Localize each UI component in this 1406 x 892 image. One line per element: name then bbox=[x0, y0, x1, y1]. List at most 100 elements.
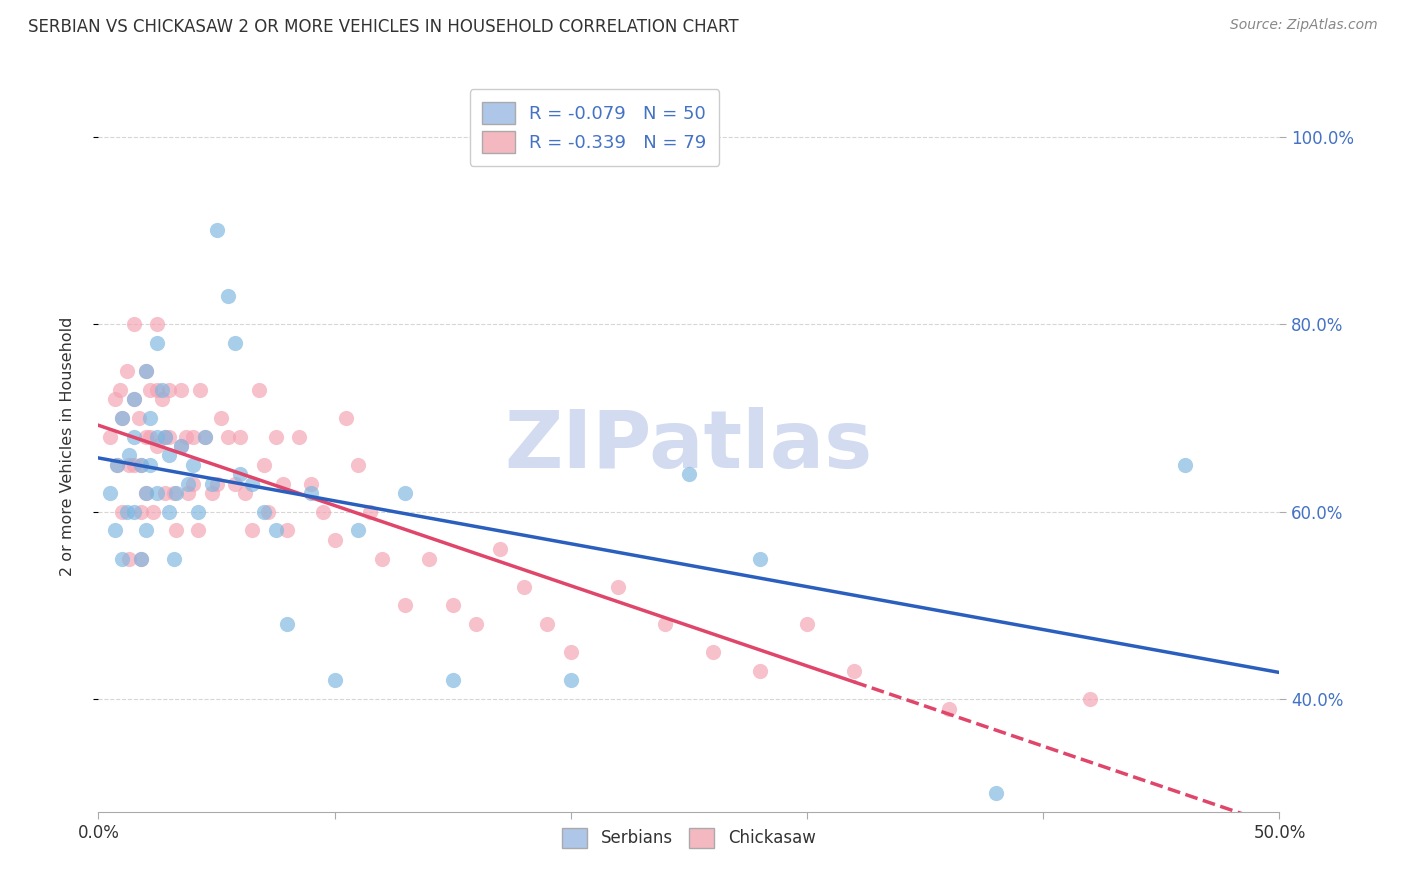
Point bbox=[118, 551, 141, 566]
Point bbox=[347, 524, 370, 538]
Point bbox=[276, 524, 298, 538]
Point bbox=[748, 664, 770, 678]
Point bbox=[139, 410, 162, 425]
Point bbox=[844, 664, 866, 678]
Point bbox=[288, 429, 311, 443]
Point bbox=[98, 486, 121, 500]
Point bbox=[512, 580, 534, 594]
Point bbox=[129, 458, 152, 472]
Point bbox=[146, 317, 169, 331]
Point bbox=[146, 383, 169, 397]
Point bbox=[111, 410, 134, 425]
Point bbox=[165, 486, 187, 500]
Point bbox=[115, 505, 138, 519]
Point bbox=[115, 364, 138, 378]
Point bbox=[111, 410, 134, 425]
Point bbox=[163, 551, 186, 566]
Point bbox=[1174, 458, 1197, 472]
Point bbox=[122, 429, 145, 443]
Point bbox=[157, 505, 180, 519]
Point bbox=[98, 429, 121, 443]
Point bbox=[122, 505, 145, 519]
Point bbox=[135, 486, 157, 500]
Point bbox=[129, 551, 152, 566]
Point bbox=[323, 533, 346, 547]
Point bbox=[264, 524, 287, 538]
Point bbox=[177, 486, 200, 500]
Point bbox=[165, 524, 187, 538]
Point bbox=[153, 429, 176, 443]
Point bbox=[253, 458, 276, 472]
Point bbox=[264, 429, 287, 443]
Point bbox=[135, 364, 157, 378]
Point bbox=[187, 505, 209, 519]
Point bbox=[163, 486, 186, 500]
Point bbox=[135, 486, 157, 500]
Point bbox=[153, 486, 176, 500]
Point bbox=[135, 524, 157, 538]
Point bbox=[205, 476, 228, 491]
Point bbox=[229, 467, 252, 482]
Point bbox=[299, 476, 322, 491]
Point bbox=[394, 599, 416, 613]
Point bbox=[181, 458, 204, 472]
Point bbox=[702, 645, 724, 659]
Point bbox=[139, 458, 162, 472]
Point bbox=[105, 458, 128, 472]
Point bbox=[104, 392, 127, 406]
Point bbox=[111, 505, 134, 519]
Point bbox=[201, 476, 224, 491]
Point bbox=[271, 476, 294, 491]
Point bbox=[209, 410, 232, 425]
Point bbox=[229, 429, 252, 443]
Point bbox=[157, 429, 180, 443]
Text: ZIPatlas: ZIPatlas bbox=[505, 407, 873, 485]
Point bbox=[678, 467, 700, 482]
Point bbox=[224, 476, 246, 491]
Point bbox=[142, 505, 165, 519]
Point bbox=[312, 505, 335, 519]
Point bbox=[146, 335, 169, 350]
Point bbox=[105, 458, 128, 472]
Point bbox=[135, 364, 157, 378]
Point bbox=[335, 410, 357, 425]
Point bbox=[201, 486, 224, 500]
Point bbox=[257, 505, 280, 519]
Point bbox=[118, 449, 141, 463]
Point bbox=[128, 410, 150, 425]
Point bbox=[394, 486, 416, 500]
Point bbox=[187, 524, 209, 538]
Point bbox=[796, 617, 818, 632]
Point bbox=[146, 486, 169, 500]
Legend: Serbians, Chickasaw: Serbians, Chickasaw bbox=[555, 821, 823, 855]
Point bbox=[118, 458, 141, 472]
Point bbox=[108, 383, 131, 397]
Text: Source: ZipAtlas.com: Source: ZipAtlas.com bbox=[1230, 18, 1378, 32]
Point bbox=[104, 524, 127, 538]
Point bbox=[150, 383, 173, 397]
Point bbox=[276, 617, 298, 632]
Point bbox=[194, 429, 217, 443]
Point bbox=[205, 223, 228, 237]
Point bbox=[188, 383, 211, 397]
Point bbox=[607, 580, 630, 594]
Point bbox=[938, 701, 960, 715]
Point bbox=[1080, 692, 1102, 706]
Point bbox=[253, 505, 276, 519]
Point bbox=[177, 476, 200, 491]
Point bbox=[560, 673, 582, 688]
Point bbox=[170, 383, 193, 397]
Point bbox=[224, 335, 246, 350]
Text: SERBIAN VS CHICKASAW 2 OR MORE VEHICLES IN HOUSEHOLD CORRELATION CHART: SERBIAN VS CHICKASAW 2 OR MORE VEHICLES … bbox=[28, 18, 738, 36]
Point bbox=[247, 383, 270, 397]
Point bbox=[122, 392, 145, 406]
Point bbox=[748, 551, 770, 566]
Point bbox=[217, 289, 239, 303]
Point bbox=[122, 317, 145, 331]
Point bbox=[984, 786, 1007, 800]
Point bbox=[299, 486, 322, 500]
Point bbox=[181, 429, 204, 443]
Point bbox=[371, 551, 394, 566]
Point bbox=[418, 551, 440, 566]
Point bbox=[129, 505, 152, 519]
